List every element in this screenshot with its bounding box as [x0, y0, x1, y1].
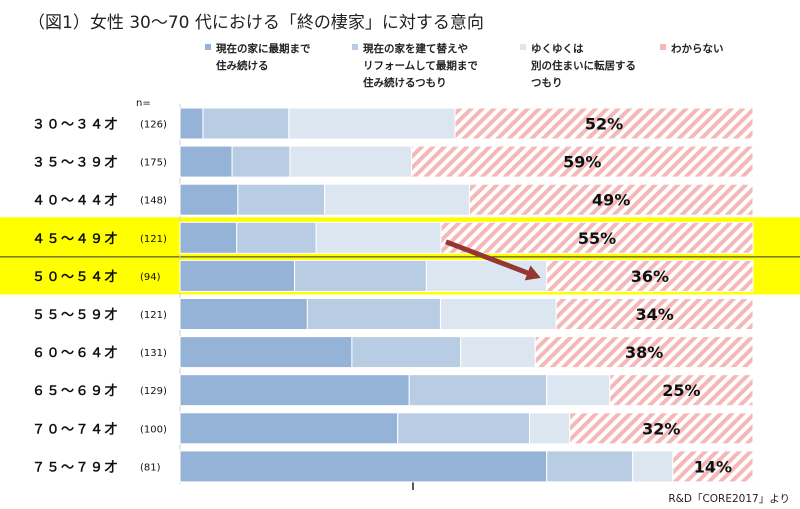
- bar-segment-2: [294, 259, 427, 292]
- bar-segment-3: [289, 145, 413, 178]
- legend-swatch: [660, 44, 666, 50]
- category-label: ７０～７４才: [32, 421, 119, 437]
- bar-segment-2: [306, 298, 441, 330]
- bar-row: ５５～５９才 (121) 34%: [32, 298, 754, 330]
- bar-segment-3: [288, 107, 456, 140]
- data-label: 36%: [631, 267, 669, 286]
- category-label: ４０～４４才: [32, 193, 119, 209]
- legend-label: 現在の家に最期まで住み続ける: [216, 42, 311, 72]
- bar-segment-3: [324, 183, 470, 216]
- bar-segment-3: [439, 298, 557, 330]
- legend-label: 現在の家を建て替えやリフォームして最期まで住み続けるつもり: [363, 42, 478, 89]
- legend-item-4: わからない: [660, 43, 724, 55]
- bar-segment-1: [179, 183, 239, 216]
- bar-segment-4: [672, 450, 754, 483]
- bar-segment-2: [237, 183, 326, 216]
- arrow-head: [524, 265, 541, 281]
- bar-segment-2: [397, 412, 531, 445]
- legend-item-3: ゆくゆくは別の住まいに転居するつもり: [520, 43, 636, 89]
- bar-segment-1: [179, 221, 238, 254]
- bar-segment-4: [468, 183, 754, 216]
- data-label: 25%: [662, 381, 700, 400]
- trend-arrow: [445, 239, 541, 281]
- n-header: n=: [136, 98, 151, 109]
- bar-segment-3: [315, 221, 442, 254]
- legend-item-2: 現在の家を建て替えやリフォームして最期まで住み続けるつもり: [352, 42, 478, 89]
- category-label: ３５～３９才: [32, 155, 119, 171]
- legend: 現在の家に最期まで住み続ける 現在の家を建て替えやリフォームして最期まで住み続ける…: [205, 42, 724, 89]
- bar-segment-4: [609, 374, 754, 407]
- bar-segment-3: [632, 450, 674, 483]
- legend-label: ゆくゆくは別の住まいに転居するつもり: [530, 43, 636, 89]
- data-label: 55%: [578, 229, 616, 248]
- bar-segment-4: [440, 221, 754, 254]
- data-label: 59%: [563, 153, 601, 172]
- n-label: (148): [140, 196, 167, 207]
- bar-segment-4: [555, 298, 754, 330]
- n-label: (121): [140, 234, 167, 245]
- bar-row: ３５～３９才 (175) 59%: [32, 145, 754, 178]
- n-label: (175): [140, 158, 167, 169]
- chart-title: （図1）女性 30～70 代における「終の棲家」に対する意向: [28, 13, 484, 33]
- n-label: (81): [140, 462, 161, 473]
- n-label: (129): [140, 386, 167, 397]
- bar-segment-1: [179, 374, 410, 407]
- bar-segment-1: [179, 107, 204, 140]
- arrow-shaft: [445, 239, 534, 278]
- bar-segment-4: [534, 336, 754, 369]
- legend-label: わからない: [671, 43, 724, 55]
- bar-segment-1: [179, 259, 296, 292]
- bar-segment-2: [546, 450, 634, 483]
- bar-segment-4: [454, 107, 754, 140]
- bar-segment-1: [179, 336, 353, 369]
- category-label: ４５～４９才: [32, 231, 119, 247]
- source-note: R&D「CORE2017」より: [668, 493, 790, 505]
- n-label: (121): [140, 310, 167, 321]
- bar-segment-1: [179, 298, 308, 330]
- legend-swatch: [352, 44, 358, 50]
- bar-segment-2: [236, 221, 317, 254]
- category-label: ７５～７９才: [32, 459, 119, 475]
- bar-segment-3: [460, 336, 536, 369]
- bar-row: ７０～７４才 (100) 32%: [32, 412, 754, 445]
- data-label: 34%: [635, 305, 673, 324]
- category-label: ６５～６９才: [32, 383, 119, 399]
- n-label: (131): [140, 348, 167, 359]
- bar-segment-2: [351, 336, 462, 369]
- category-label: ５５～５９才: [32, 307, 119, 323]
- bar-rows: ３０～３４才 (126) 52% ３５～３９才 (175) 59% ４０～４４才 (148) 4…: [32, 107, 754, 483]
- data-label: 38%: [625, 343, 663, 362]
- data-label: 32%: [642, 419, 680, 438]
- bar-segment-2: [231, 145, 291, 178]
- n-label: (94): [140, 272, 161, 283]
- bar-row: ３０～３４才 (126) 52%: [32, 107, 754, 140]
- bar-segment-1: [179, 412, 399, 445]
- data-label: 52%: [585, 115, 623, 134]
- bar-row: ６０～６４才 (131) 38%: [32, 336, 754, 369]
- legend-swatch: [520, 44, 526, 50]
- n-label: (126): [140, 120, 167, 131]
- legend-item-1: 現在の家に最期まで住み続ける: [205, 42, 311, 72]
- bar-segment-1: [179, 450, 548, 483]
- bar-segment-2: [202, 107, 290, 140]
- bar-row: ７５～７９才 (81) 14%: [32, 450, 754, 483]
- category-label: ６０～６４才: [32, 345, 119, 361]
- bar-segment-4: [546, 259, 754, 292]
- bar-row: ４０～４４才 (148) 49%: [32, 183, 754, 216]
- legend-swatch: [205, 44, 211, 50]
- category-label: ５０～５４才: [32, 269, 119, 285]
- bar-row: ４５～４９才 (121) 55%: [32, 221, 754, 254]
- bar-segment-3: [529, 412, 571, 445]
- data-label: 14%: [694, 457, 732, 476]
- category-label: ３０～３４才: [32, 117, 119, 133]
- data-label: 49%: [592, 191, 630, 210]
- bar-segment-3: [546, 374, 611, 407]
- bar-segment-4: [411, 145, 754, 178]
- bar-segment-4: [569, 412, 754, 445]
- n-label: (100): [140, 424, 167, 435]
- bar-row: ６５～６９才 (129) 25%: [32, 374, 754, 407]
- bar-segment-2: [408, 374, 548, 407]
- bar-segment-1: [179, 145, 233, 178]
